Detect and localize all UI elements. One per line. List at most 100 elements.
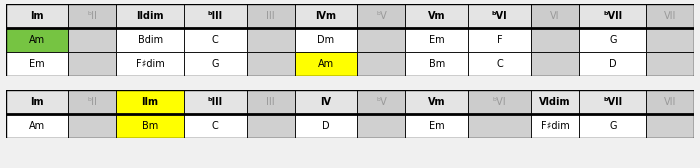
Bar: [183, 28, 246, 52]
Bar: [358, 52, 405, 76]
Bar: [646, 4, 694, 28]
Bar: [468, 52, 531, 76]
Text: VI: VI: [550, 11, 560, 21]
Bar: [468, 4, 531, 28]
Text: VII: VII: [664, 11, 677, 21]
Text: ᵇV: ᵇV: [376, 97, 387, 107]
Bar: [405, 52, 468, 76]
Text: F♯dim: F♯dim: [541, 121, 570, 131]
Text: Am: Am: [29, 35, 45, 45]
Bar: [246, 114, 295, 138]
Bar: [531, 114, 579, 138]
Bar: [246, 52, 295, 76]
Bar: [183, 4, 246, 28]
Text: IIdim: IIdim: [136, 11, 164, 21]
Bar: [246, 4, 295, 28]
Bar: [295, 114, 358, 138]
Bar: [531, 28, 579, 52]
Text: Dm: Dm: [317, 35, 335, 45]
Bar: [6, 114, 69, 138]
Text: IVm: IVm: [316, 11, 337, 21]
Text: F♯dim: F♯dim: [136, 59, 164, 69]
Text: Bm: Bm: [142, 121, 158, 131]
Bar: [6, 52, 69, 76]
Bar: [405, 114, 468, 138]
Text: Am: Am: [318, 59, 334, 69]
Text: C: C: [211, 121, 218, 131]
Text: ᵇII: ᵇII: [88, 97, 97, 107]
Bar: [246, 90, 295, 114]
Text: Vm: Vm: [428, 97, 446, 107]
Bar: [295, 28, 358, 52]
Bar: [579, 90, 646, 114]
Text: C: C: [496, 59, 503, 69]
Bar: [531, 90, 579, 114]
Text: ᵇVII: ᵇVII: [603, 97, 622, 107]
Text: IV: IV: [321, 97, 332, 107]
Bar: [358, 90, 405, 114]
Bar: [6, 28, 69, 52]
Text: ᵇIII: ᵇIII: [208, 11, 223, 21]
Text: ᵇIII: ᵇIII: [208, 97, 223, 107]
Text: Im: Im: [30, 97, 44, 107]
Bar: [405, 4, 468, 28]
Bar: [116, 90, 183, 114]
Bar: [646, 28, 694, 52]
Bar: [405, 28, 468, 52]
Bar: [646, 114, 694, 138]
Text: D: D: [609, 59, 617, 69]
Bar: [295, 52, 358, 76]
Bar: [69, 114, 116, 138]
Text: Vm: Vm: [428, 11, 446, 21]
Text: G: G: [609, 35, 617, 45]
Text: III: III: [266, 11, 275, 21]
Bar: [579, 4, 646, 28]
Bar: [116, 114, 183, 138]
Bar: [6, 90, 69, 114]
Bar: [116, 28, 183, 52]
Bar: [358, 4, 405, 28]
Text: Bdim: Bdim: [137, 35, 162, 45]
Bar: [468, 28, 531, 52]
Text: F: F: [497, 35, 503, 45]
Text: Am: Am: [29, 121, 45, 131]
Bar: [358, 28, 405, 52]
Text: ᵇV: ᵇV: [376, 11, 387, 21]
Text: ᵇII: ᵇII: [88, 11, 97, 21]
Text: IIm: IIm: [141, 97, 159, 107]
Text: Em: Em: [429, 35, 444, 45]
Bar: [531, 4, 579, 28]
Bar: [69, 4, 116, 28]
Bar: [531, 52, 579, 76]
Bar: [69, 28, 116, 52]
Text: VIdim: VIdim: [540, 97, 571, 107]
Bar: [468, 90, 531, 114]
Text: C: C: [211, 35, 218, 45]
Bar: [6, 4, 69, 28]
Bar: [246, 28, 295, 52]
Text: G: G: [609, 121, 617, 131]
Text: Im: Im: [30, 11, 44, 21]
Bar: [295, 4, 358, 28]
Bar: [646, 52, 694, 76]
Bar: [646, 90, 694, 114]
Bar: [116, 52, 183, 76]
Bar: [579, 28, 646, 52]
Bar: [405, 90, 468, 114]
Bar: [69, 90, 116, 114]
Bar: [579, 52, 646, 76]
Text: D: D: [322, 121, 330, 131]
Bar: [183, 114, 246, 138]
Text: VII: VII: [664, 97, 677, 107]
Bar: [69, 52, 116, 76]
Text: Em: Em: [429, 121, 444, 131]
Text: ᵇVI: ᵇVI: [492, 11, 508, 21]
Text: Bm: Bm: [428, 59, 445, 69]
Text: ᵇVI: ᵇVI: [493, 97, 507, 107]
Text: III: III: [266, 97, 275, 107]
Bar: [358, 114, 405, 138]
Text: G: G: [211, 59, 219, 69]
Bar: [579, 114, 646, 138]
Bar: [183, 90, 246, 114]
Bar: [116, 4, 183, 28]
